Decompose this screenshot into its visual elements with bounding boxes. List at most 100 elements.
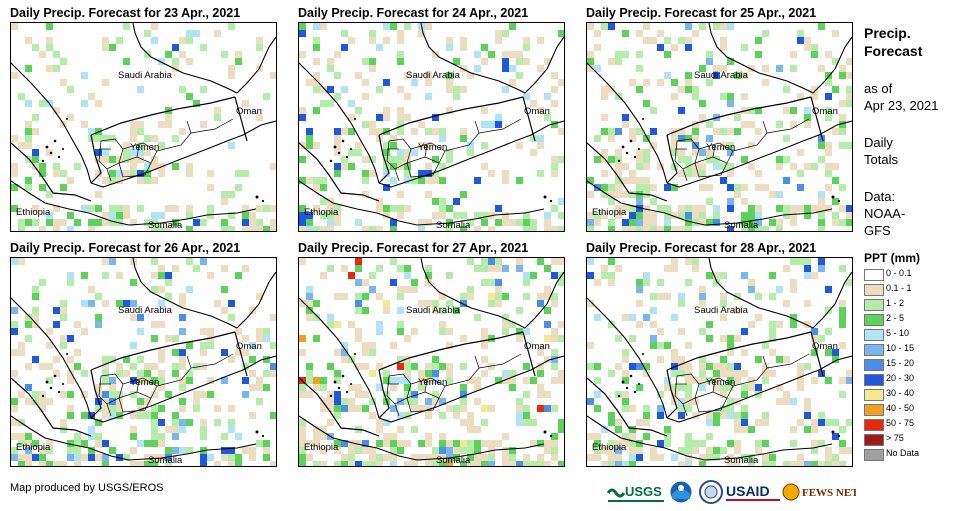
precip-cell — [509, 23, 516, 30]
precip-cell — [221, 286, 228, 293]
precip-cell — [650, 212, 657, 219]
precip-cell — [636, 177, 643, 184]
precip-cell — [95, 314, 102, 321]
precip-cell — [446, 86, 453, 93]
precip-cell — [671, 142, 678, 149]
precip-cell — [32, 205, 39, 212]
precip-cell — [432, 198, 439, 205]
precip-cell — [727, 142, 734, 149]
precip-cell — [130, 128, 137, 135]
coastline — [299, 23, 564, 226]
precip-cell — [727, 363, 734, 370]
legend-label: 0.1 - 1 — [886, 283, 912, 293]
precip-cell — [685, 79, 692, 86]
precip-cell — [404, 272, 411, 279]
precip-cell — [601, 447, 608, 454]
precip-cell — [481, 265, 488, 272]
precip-cell — [228, 191, 235, 198]
precip-cell — [481, 142, 488, 149]
country-label-ethiopia: Ethiopia — [304, 442, 339, 453]
precip-cell — [11, 23, 18, 30]
precip-cell — [53, 461, 60, 466]
precip-cell — [643, 370, 650, 377]
precip-cell — [18, 219, 25, 226]
precip-cell — [334, 349, 341, 356]
precip-cell — [615, 58, 622, 65]
precip-cell — [558, 258, 564, 265]
precip-cell — [488, 121, 495, 128]
precip-cell — [502, 219, 509, 226]
precip-cell — [270, 205, 276, 212]
precip-cell — [769, 349, 776, 356]
precip-cell — [334, 405, 341, 412]
precip-cell — [18, 433, 25, 440]
precip-cell — [832, 454, 839, 461]
precip-cell — [306, 300, 313, 307]
side-daily: Daily Totals — [864, 134, 898, 168]
legend-label: 2 - 5 — [886, 313, 905, 323]
precip-cell — [846, 212, 852, 219]
precip-cell — [256, 377, 263, 384]
precip-cell — [439, 205, 446, 212]
precip-cell — [804, 321, 811, 328]
precip-cell — [39, 226, 46, 231]
precip-cell — [839, 426, 846, 433]
precip-cell — [179, 314, 186, 321]
precip-cell — [425, 377, 432, 384]
precip-cell — [151, 419, 158, 426]
precip-cell — [102, 79, 109, 86]
precip-cell — [769, 272, 776, 279]
precip-cell — [755, 107, 762, 114]
precip-cell — [313, 314, 320, 321]
precip-cell — [516, 335, 523, 342]
precip-cell — [446, 342, 453, 349]
precip-cell — [636, 149, 643, 156]
precip-cell — [348, 447, 355, 454]
precip-cell — [46, 149, 53, 156]
precip-cell — [685, 86, 692, 93]
precip-cell — [116, 300, 123, 307]
precip-cell — [228, 454, 235, 461]
precip-cell — [341, 454, 348, 461]
precip-cell — [60, 391, 67, 398]
precip-cell — [664, 265, 671, 272]
precip-cell — [699, 149, 706, 156]
precip-cell — [776, 163, 783, 170]
precip-cell — [369, 37, 376, 44]
precip-cell — [95, 135, 102, 142]
precip-cell — [783, 265, 790, 272]
precip-cell — [411, 426, 418, 433]
precip-cell — [839, 142, 846, 149]
precip-cell — [804, 163, 811, 170]
precip-cell — [551, 454, 558, 461]
precip-cell — [636, 205, 643, 212]
precip-cell — [446, 377, 453, 384]
precip-cell — [341, 30, 348, 37]
precip-cell — [411, 279, 418, 286]
precip-cell — [608, 279, 615, 286]
precip-cell — [390, 447, 397, 454]
precip-cell — [32, 44, 39, 51]
precip-cell — [551, 349, 558, 356]
precip-cell — [720, 128, 727, 135]
precip-cell — [544, 212, 551, 219]
precip-cell — [762, 184, 769, 191]
precip-cell — [446, 149, 453, 156]
precip-cell — [839, 377, 846, 384]
country-label-somalia: Somalia — [148, 220, 183, 231]
precip-cell — [608, 321, 615, 328]
side-data-line1: Data: — [864, 189, 896, 204]
precip-cell — [678, 156, 685, 163]
legend-swatch — [864, 284, 884, 296]
precip-cell — [804, 44, 811, 51]
precip-cell — [790, 212, 797, 219]
precip-cell — [832, 212, 839, 219]
precip-cell — [439, 363, 446, 370]
precip-cell — [615, 363, 622, 370]
precip-cell — [495, 279, 502, 286]
precip-cell — [467, 293, 474, 300]
precip-cell — [404, 335, 411, 342]
precip-cell — [200, 44, 207, 51]
country-label-somalia: Somalia — [436, 455, 471, 466]
precip-cell — [397, 307, 404, 314]
